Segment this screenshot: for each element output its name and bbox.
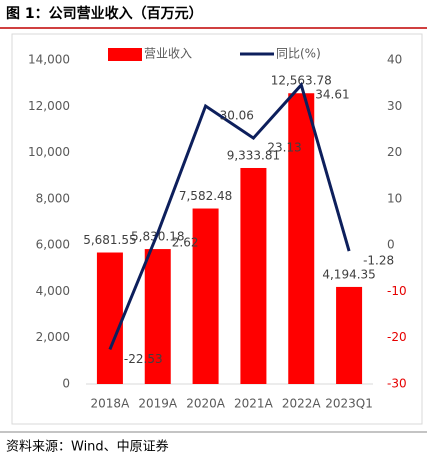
source-note: 资料来源：Wind、中原证券 — [6, 439, 169, 455]
line-value-label: -22.53 — [124, 352, 163, 366]
bar — [240, 167, 267, 384]
line-value-label: 34.61 — [315, 87, 349, 101]
legend-label: 同比(%) — [276, 47, 321, 61]
bar-value-label: 9,333.81 — [227, 148, 280, 162]
bar-value-label: 4,194.35 — [322, 267, 375, 281]
y2-tick-label: -30 — [387, 377, 407, 391]
y2-tick-label: -10 — [387, 284, 407, 298]
y2-tick-label: 30 — [387, 99, 402, 113]
x-tick-label: 2019A — [138, 397, 178, 411]
x-tick-label: 2023Q1 — [325, 397, 373, 411]
y-tick-label: 2,000 — [36, 330, 70, 344]
x-tick-label: 2022A — [282, 397, 322, 411]
y-tick-label: 12,000 — [28, 99, 70, 113]
y2-tick-label: 0 — [387, 238, 395, 252]
bar — [96, 252, 123, 384]
y-tick-label: 14,000 — [28, 53, 70, 67]
y2-tick-label: -20 — [387, 330, 407, 344]
bar — [288, 93, 315, 385]
y2-tick-label: 20 — [387, 145, 402, 159]
y-tick-label: 0 — [62, 377, 70, 391]
y2-tick-label: 10 — [387, 191, 402, 205]
y-tick-label: 4,000 — [36, 284, 70, 298]
line — [108, 81, 351, 350]
figure-title: 图 1：公司营业收入（百万元） — [6, 5, 203, 22]
chart-frame — [11, 33, 423, 425]
bar — [336, 286, 363, 384]
bar — [144, 249, 171, 384]
y-tick-label: 10,000 — [28, 145, 70, 159]
y-tick-label: 6,000 — [36, 238, 70, 252]
y2-tick-label: 40 — [387, 53, 402, 67]
legend-label: 营业收入 — [144, 47, 192, 61]
bar — [192, 208, 219, 384]
x-tick-label: 2020A — [186, 397, 226, 411]
bar-value-label: 12,563.78 — [271, 74, 332, 88]
x-tick-label: 2021A — [234, 397, 274, 411]
bar-value-label: 7,582.48 — [179, 189, 232, 203]
line-value-label: 23.13 — [267, 141, 301, 155]
legend-swatch — [108, 48, 142, 61]
line-value-label: 30.06 — [220, 109, 254, 123]
bar-value-label: 5,681.55 — [83, 233, 136, 247]
line-value-label: -1.28 — [363, 254, 394, 268]
line-value-label: 2.62 — [172, 236, 199, 250]
y-tick-label: 8,000 — [36, 191, 70, 205]
x-tick-label: 2018A — [91, 397, 131, 411]
